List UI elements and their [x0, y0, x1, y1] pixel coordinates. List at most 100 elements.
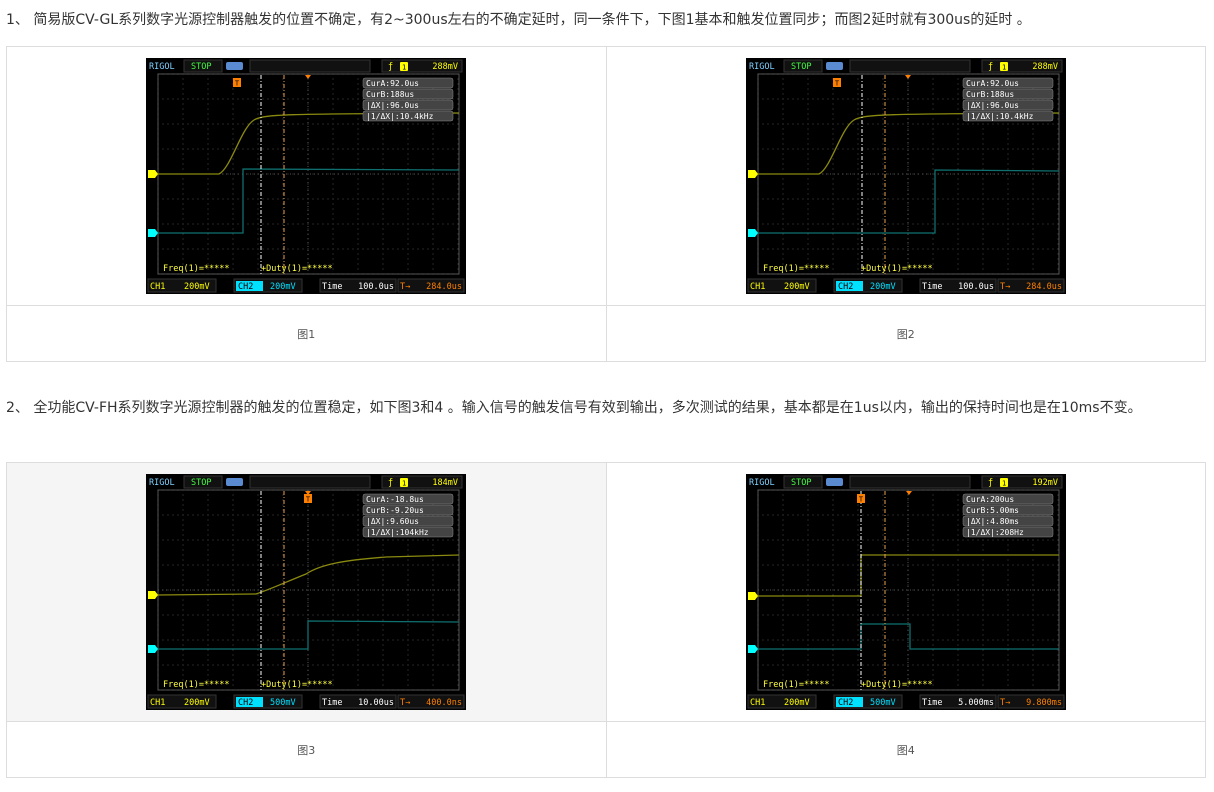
ch2-marker-icon: [148, 645, 159, 653]
ch1-label: CH1: [750, 282, 765, 292]
inverse-delta-x-readout: |1/ΔX|:10.4kHz: [966, 112, 1034, 121]
trigger-offset: 284.0us: [426, 282, 462, 292]
battery-icon: [226, 478, 244, 486]
trigger-marker-icon: [304, 494, 313, 503]
scope-screenshot: T RIGOL STOP ƒ 1 192mV CurA:200us CurB:5…: [607, 474, 1206, 710]
figure-caption: 图2: [605, 305, 1206, 362]
time-label: Time: [322, 698, 342, 708]
paragraph-2: 2、 全功能CV-FH系列数字光源控制器的触发的位置稳定，如下图3和4 。输入信…: [6, 400, 1142, 416]
ch1-scale: 200mV: [184, 282, 210, 292]
trigger-offset: 400.0ns: [426, 698, 462, 708]
scope-screenshot: T RIGOL STOP ƒ 1 288mV CurA:92.0us CurB:…: [7, 58, 606, 294]
ch2-label: CH2: [238, 282, 253, 292]
ch1-trace: [757, 112, 1059, 175]
ch1-label: CH1: [150, 698, 165, 708]
battery-icon: [226, 62, 244, 70]
svg-text:1: 1: [1002, 64, 1006, 72]
time-label: Time: [322, 282, 342, 292]
ch1-marker-icon: [747, 592, 758, 600]
duty-measurement: +Duty(1)=*****: [861, 680, 933, 690]
ch2-marker-icon: [747, 229, 758, 237]
ch2-trace: [158, 168, 460, 234]
duty-measurement: +Duty(1)=*****: [261, 680, 333, 690]
trigger-offset-icon: T→: [1000, 698, 1010, 708]
trigger-position-icon: [904, 75, 911, 79]
trigger-marker-icon: [856, 494, 865, 503]
ch1-trace: [158, 112, 460, 175]
delta-x-readout: |ΔX|:4.80ms: [966, 517, 1019, 526]
run-status: STOP: [791, 478, 811, 488]
svg-text:1: 1: [402, 480, 406, 488]
trigger-offset-icon: T→: [400, 698, 410, 708]
svg-text:1: 1: [1002, 480, 1006, 488]
ch2-label: CH2: [838, 698, 853, 708]
scope-screenshot: T RIGOL STOP ƒ 1 184mV CurA:-18.8us CurB…: [7, 474, 606, 710]
ch2-label: CH2: [838, 282, 853, 292]
edge-trigger-icon: ƒ: [388, 478, 393, 488]
freq-measurement: Freq(1)=*****: [163, 680, 230, 690]
ch2-label: CH2: [238, 698, 253, 708]
brand-label: RIGOL: [749, 62, 775, 72]
inverse-delta-x-readout: |1/ΔX|:104kHz: [366, 528, 429, 537]
svg-text:T: T: [306, 496, 311, 504]
ch2-trace: [757, 169, 1059, 234]
ch1-scale: 200mV: [784, 282, 810, 292]
brand-label: RIGOL: [749, 478, 775, 488]
freq-measurement: Freq(1)=*****: [163, 264, 230, 274]
svg-text:T: T: [835, 80, 840, 88]
battery-icon: [825, 478, 843, 486]
trigger-level: 288mV: [433, 62, 459, 72]
figure-caption: 图3: [6, 721, 607, 778]
inverse-delta-x-readout: |1/ΔX|:208Hz: [966, 528, 1024, 537]
cursor-a-readout: CurA:92.0us: [966, 79, 1019, 88]
trigger-marker-icon: [832, 78, 841, 87]
scope-screenshot: T RIGOL STOP ƒ 1 288mV CurA:92.0us CurB:…: [607, 58, 1206, 294]
brand-label: RIGOL: [149, 478, 175, 488]
freq-measurement: Freq(1)=*****: [763, 680, 830, 690]
trigger-offset-icon: T→: [1000, 282, 1010, 292]
trigger-offset: 284.0us: [1026, 282, 1062, 292]
ch1-trace: [158, 554, 460, 596]
time-label: Time: [922, 698, 942, 708]
ch1-label: CH1: [150, 282, 165, 292]
time-label: Time: [922, 282, 942, 292]
trigger-position-icon: [905, 491, 912, 495]
ch2-scale: 500mV: [870, 698, 896, 708]
edge-trigger-icon: ƒ: [388, 62, 393, 72]
timebase: 10.00us: [358, 698, 394, 708]
ch2-trace: [158, 620, 460, 650]
timebase: 5.000ms: [958, 698, 994, 708]
trigger-offset: 9.800ms: [1026, 698, 1062, 708]
battery-icon: [825, 62, 843, 70]
run-status: STOP: [191, 62, 211, 72]
figure-caption: 图4: [605, 721, 1206, 778]
ch1-label: CH1: [750, 698, 765, 708]
trigger-level: 192mV: [1032, 478, 1058, 488]
cursor-a-readout: CurA:-18.8us: [366, 495, 424, 504]
ch1-scale: 200mV: [184, 698, 210, 708]
freq-measurement: Freq(1)=*****: [763, 264, 830, 274]
ch2-marker-icon: [148, 229, 159, 237]
timebase: 100.0us: [958, 282, 994, 292]
delta-x-readout: |ΔX|:96.0us: [966, 101, 1019, 110]
ch1-marker-icon: [148, 591, 159, 599]
figure-table-1: T RIGOL STOP ƒ 1 288mV CurA:92.0us CurB:…: [6, 46, 1206, 362]
run-status: STOP: [191, 478, 211, 488]
trigger-marker-icon: [233, 78, 242, 87]
run-status: STOP: [791, 62, 811, 72]
ch2-scale: 500mV: [270, 698, 296, 708]
trigger-position-icon: [305, 75, 312, 79]
edge-trigger-icon: ƒ: [988, 478, 993, 488]
cursor-b-readout: CurB:-9.20us: [366, 506, 424, 515]
trigger-level: 288mV: [1032, 62, 1058, 72]
ch2-scale: 200mV: [870, 282, 896, 292]
cursor-b-readout: CurB:5.00ms: [966, 506, 1019, 515]
cursor-b-readout: CurB:188us: [366, 90, 414, 99]
paragraph-1: 1、 简易版CV-GL系列数字光源控制器触发的位置不确定，有2~300us左右的…: [6, 12, 1031, 28]
svg-text:T: T: [859, 496, 864, 504]
ch2-marker-icon: [747, 645, 758, 653]
trigger-position-icon: [305, 491, 312, 495]
edge-trigger-icon: ƒ: [988, 62, 993, 72]
svg-text:1: 1: [402, 64, 406, 72]
duty-measurement: +Duty(1)=*****: [861, 264, 933, 274]
